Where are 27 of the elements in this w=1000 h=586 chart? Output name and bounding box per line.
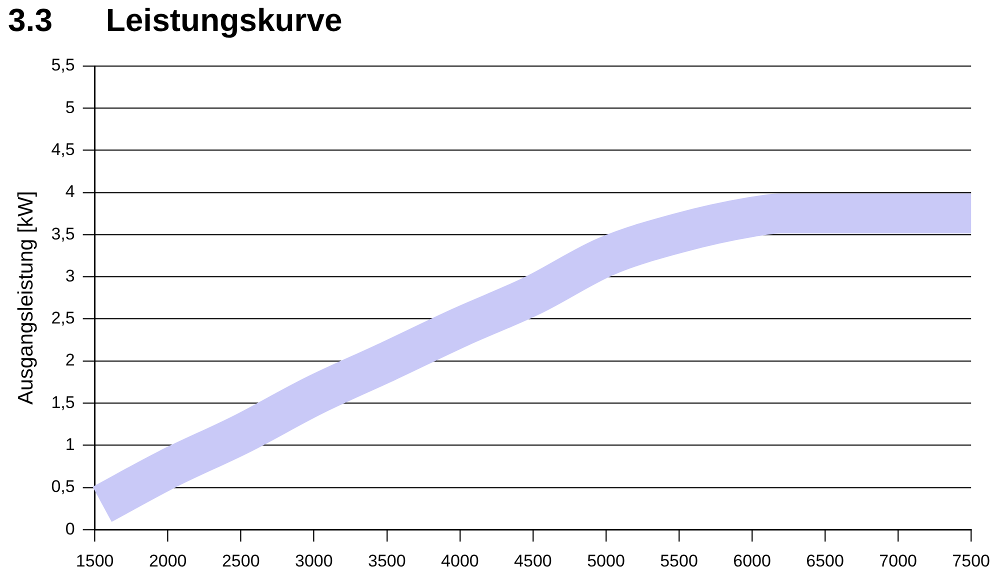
chart-title: 3.3 Leistungskurve [8,2,342,39]
x-tick-label: 1500 [76,551,114,570]
x-tick-label: 6000 [733,551,771,570]
y-tick-label: 0 [65,519,75,538]
y-tick-label: 0,5 [51,477,75,496]
x-tick-label: 5000 [587,551,625,570]
x-tick-label: 7000 [879,551,917,570]
y-tick-label: 1,5 [51,392,75,412]
x-tick-label: 6500 [806,551,844,570]
y-tick-label: 3,5 [51,224,75,244]
y-tick-label: 4 [65,182,75,202]
y-axis-title: Ausgangsleistung [kW] [14,190,38,405]
y-tick-label: 5 [65,98,75,117]
y-tick-label: 5,5 [51,56,75,75]
y-tick-label: 4,5 [51,140,75,159]
y-tick-label: 2,5 [51,308,75,328]
x-tick-label: 7500 [952,551,990,570]
x-tick-label: 4500 [514,551,552,570]
x-tick-label: 5500 [660,551,698,570]
y-tick-label: 3 [65,266,75,286]
y-tick-label: 2 [65,350,75,370]
x-tick-label: 3000 [294,551,333,570]
y-tick-label: 1 [65,434,75,454]
x-tick-label: 4000 [441,551,479,570]
x-tick-label: 2000 [148,551,187,570]
x-tick-label: 3500 [368,551,406,570]
x-tick-label: 2500 [222,551,260,570]
